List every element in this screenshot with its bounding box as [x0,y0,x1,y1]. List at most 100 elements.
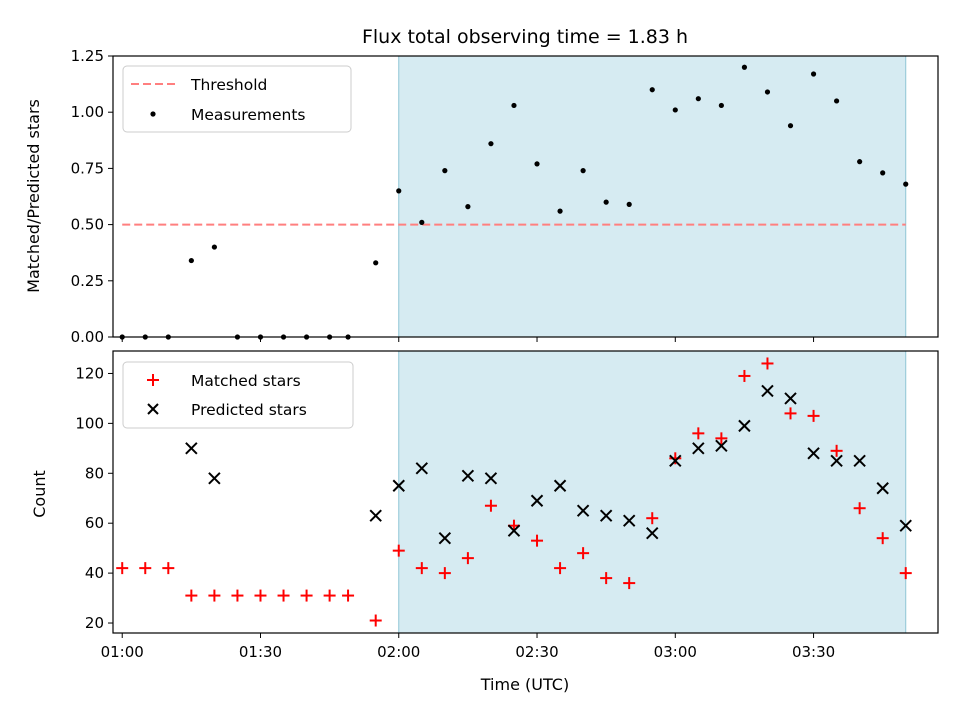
predicted-stars-point [646,526,659,540]
matched-stars-point [899,567,912,580]
bottom-legend-box [122,361,354,429]
matched-stars-point [323,589,336,602]
predicted-stars-point [669,454,682,468]
y-tick-label: 40 [85,564,104,582]
x-tick-label: 03:30 [792,643,835,661]
predicted-stars-point [507,524,521,537]
measurement-point [557,208,563,214]
legend-matched-label: Matched stars [191,372,301,390]
measurement-point [764,89,771,95]
matched-stars-point [876,532,889,545]
legend-predicted-x-swatch [147,403,159,415]
matched-stars-point [784,407,797,420]
measurement-point [880,170,886,176]
measurement-point [810,71,817,77]
y-tick-label: 1.00 [71,103,104,121]
bottom-x-axis: 01:00 01:30 02:00 02:30 03:00 03:30 [101,633,835,661]
bottom-legend: Matched stars Predicted stars [122,361,354,429]
matched-stars-point [577,547,590,560]
matched-stars-point [185,589,198,602]
measurement-point [373,260,379,266]
matched-stars-point [342,589,355,602]
matched-stars-point [484,499,497,512]
bottom-plot-frame [112,350,939,634]
measurement-point [787,123,794,129]
predicted-stars-point [392,479,405,492]
predicted-stars-point [484,472,498,485]
y-tick-label: 100 [75,414,104,432]
measurement-point [834,98,840,104]
predicted-stars-point [692,442,705,455]
matched-stars-point [208,589,221,602]
matched-stars-point [116,562,129,575]
legend-measurements-dot-swatch [150,111,156,117]
matched-stars-point [438,567,451,580]
measurement-point [672,107,678,113]
top-shaded-region [398,55,907,338]
measurement-point [626,201,632,207]
measurement-point [488,141,494,147]
measurement-point [419,219,425,225]
matched-stars-point [600,572,613,585]
predicted-stars-point [461,469,475,482]
x-tick-label: 01:30 [239,643,282,661]
top-y-axis: 0.00 0.25 0.50 0.75 1.00 1.25 [71,47,113,346]
matched-stars-point [139,562,152,575]
measurement-point [857,159,863,165]
matched-stars-point [277,589,290,602]
y-tick-label: 20 [85,614,104,632]
measurement-point [511,102,517,109]
predicted-stars-point [208,472,221,485]
measurement-point [211,244,217,250]
predicted-stars-point [738,419,751,433]
predicted-stars-point [185,442,198,455]
predicted-stars-point [438,531,452,545]
matched-stars-point [715,432,728,445]
predicted-stars-point [415,462,429,475]
predicted-stars-point [784,392,797,405]
predicted-stars-point [899,519,912,532]
bottom-data-marks [116,357,912,627]
measurement-point [465,204,471,210]
top-legend-box [122,65,352,133]
top-panel: Flux total observing time = 1.83 h 0.000… [24,26,939,346]
matched-stars-point [646,512,659,525]
measurement-point [603,199,609,205]
matched-stars-point [231,589,244,602]
y-tick-label: 120 [75,364,104,382]
predicted-stars-point [761,384,774,398]
measurement-point [188,257,194,264]
measurement-point [695,96,701,102]
measurement-point [534,161,540,167]
bottom-y-axis-label: Count [30,470,49,518]
measurement-point [718,102,724,109]
measurement-point [649,87,655,93]
matched-stars-point [300,589,313,602]
matched-stars-point [669,452,682,465]
measurement-point [580,168,586,174]
predicted-stars-point [622,514,636,527]
top-plot-frame [112,55,939,338]
measurement-point [396,188,402,194]
x-tick-label: 01:00 [101,643,144,661]
y-tick-label: 1.25 [71,47,104,65]
x-tick-label: 02:00 [377,643,420,661]
top-data-marks [119,64,909,340]
matched-stars-point [162,562,175,575]
matched-stars-point [254,589,267,602]
top-panel-title: Flux total observing time = 1.83 h [362,26,688,48]
top-y-axis-label: Matched/Predicted stars [24,99,43,293]
y-tick-label: 0.25 [71,272,104,290]
y-tick-label: 0.75 [71,159,104,177]
y-tick-label: 60 [85,514,104,532]
matched-stars-point [807,409,820,422]
x-tick-label: 03:00 [654,643,697,661]
predicted-stars-point [576,504,590,517]
y-tick-label: 80 [85,464,104,482]
legend-measurements-label: Measurements [191,106,306,124]
matched-stars-point [369,614,382,627]
predicted-stars-point [715,439,728,453]
legend-predicted-label: Predicted stars [191,401,307,419]
matched-stars-point [415,562,428,575]
